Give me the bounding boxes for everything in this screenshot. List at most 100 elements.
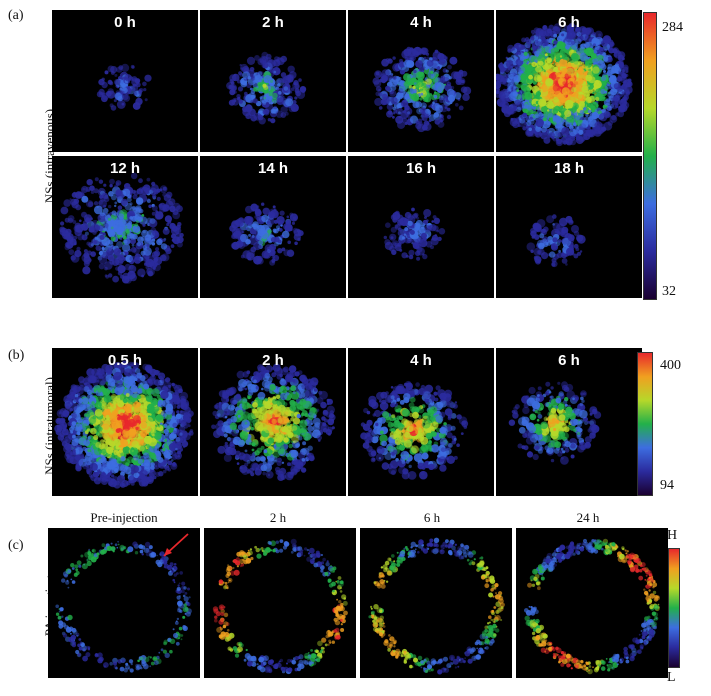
signal-speck — [262, 207, 270, 215]
signal-speck — [254, 75, 263, 84]
signal-speck — [97, 387, 103, 393]
signal-speck — [120, 90, 125, 95]
signal-speck — [522, 126, 527, 131]
signal-speck — [90, 427, 97, 435]
signal-speck — [132, 194, 138, 200]
signal-speck — [126, 232, 134, 239]
signal-speck — [276, 225, 280, 230]
signal-speck — [539, 233, 545, 239]
signal-speck — [286, 215, 290, 219]
signal-speck — [557, 239, 562, 243]
signal-speck — [107, 88, 114, 95]
signal-speck — [75, 423, 83, 431]
signal-speck — [183, 432, 191, 441]
signal-speck — [592, 49, 598, 54]
signal-speck — [176, 405, 181, 409]
signal-speck — [129, 225, 132, 229]
signal-speck — [600, 39, 608, 47]
signal-speck — [101, 92, 110, 101]
signal-speck — [395, 115, 404, 124]
signal-speck — [612, 96, 618, 102]
signal-speck — [439, 105, 443, 109]
signal-speck — [164, 215, 172, 223]
signal-speck — [523, 39, 527, 43]
signal-speck — [152, 194, 157, 199]
signal-speck — [146, 247, 150, 250]
signal-speck — [421, 232, 427, 239]
signal-speck — [271, 258, 276, 263]
signal-speck — [117, 95, 123, 102]
signal-speck — [513, 85, 517, 89]
signal-speck — [554, 90, 562, 97]
signal-speck — [179, 432, 183, 436]
signal-speck — [239, 63, 242, 67]
signal-speck — [117, 271, 123, 276]
signal-speck — [153, 267, 156, 270]
signal-speck — [542, 238, 547, 243]
signal-speck — [387, 58, 393, 64]
signal-speck — [103, 183, 107, 187]
signal-speck — [277, 248, 283, 254]
signal-speck — [162, 238, 166, 242]
panel-b-letter: (b) — [8, 348, 25, 363]
signal-speck — [393, 109, 398, 114]
signal-speck — [170, 450, 177, 456]
signal-speck — [512, 91, 518, 97]
signal-speck — [403, 91, 408, 96]
signal-speck — [171, 238, 175, 242]
signal-speck — [621, 57, 625, 61]
signal-speck — [126, 480, 131, 486]
signal-speck — [434, 49, 439, 54]
signal-speck — [99, 392, 104, 396]
signal-speck — [250, 246, 257, 253]
signal-speck — [559, 55, 563, 58]
signal-speck — [98, 251, 103, 256]
signal-speck — [546, 101, 554, 109]
signal-speck — [132, 233, 138, 240]
signal-speck — [546, 129, 550, 132]
signal-speck — [114, 201, 118, 205]
signal-speck — [166, 465, 170, 469]
signal-speck — [62, 424, 67, 429]
signal-speck — [430, 105, 434, 109]
signal-speck — [117, 475, 126, 483]
signal-speck — [435, 69, 440, 75]
signal-speck — [101, 252, 108, 259]
signal-speck — [411, 207, 415, 212]
signal-speck — [603, 111, 611, 119]
signal-speck — [607, 91, 615, 99]
signal-speck — [532, 70, 537, 74]
signal-speck — [176, 241, 183, 248]
signal-speck — [418, 51, 422, 56]
signal-speck — [165, 247, 172, 255]
signal-speck — [433, 94, 438, 99]
signal-speck — [167, 468, 171, 472]
signal-speck — [82, 266, 91, 275]
signal-speck — [111, 421, 121, 430]
signal-speck — [455, 78, 462, 86]
signal-speck — [155, 450, 161, 456]
signal-speck — [146, 198, 151, 204]
signal-speck — [159, 206, 166, 213]
signal-speck — [261, 214, 269, 223]
signal-speck — [170, 244, 175, 248]
signal-speck — [111, 474, 115, 478]
signal-speck — [102, 247, 105, 251]
signal-speck — [573, 253, 579, 259]
signal-speck — [244, 91, 248, 96]
signal-speck — [240, 80, 248, 88]
signal-speck — [590, 101, 599, 110]
signal-speck — [235, 227, 243, 236]
signal-speck — [561, 253, 565, 256]
signal-speck — [93, 447, 103, 456]
signal-speck — [157, 399, 164, 406]
signal-speck — [295, 90, 301, 97]
signal-speck — [149, 218, 156, 224]
signal-speck — [581, 61, 585, 65]
signal-speck — [415, 250, 421, 256]
signal-speck — [156, 426, 160, 431]
signal-speck — [538, 60, 544, 66]
signal-speck — [430, 73, 435, 77]
signal-speck — [175, 205, 183, 213]
signal-speck — [251, 208, 255, 212]
